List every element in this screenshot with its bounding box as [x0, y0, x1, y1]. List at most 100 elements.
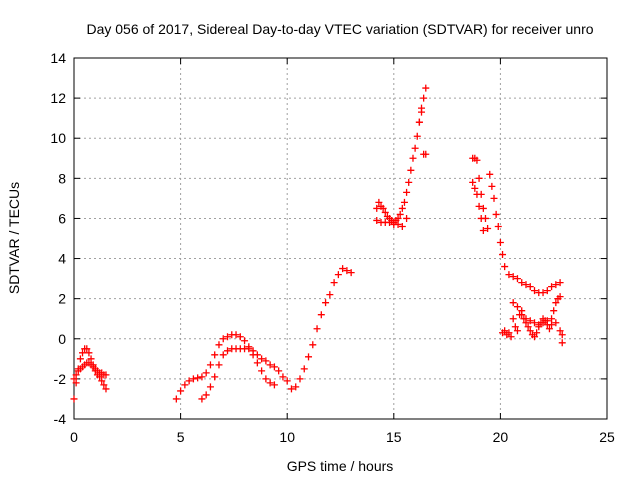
data-point — [539, 319, 547, 327]
data-point — [509, 315, 517, 323]
data-point — [76, 355, 84, 363]
data-point — [202, 369, 210, 377]
data-point — [558, 339, 566, 347]
data-point — [215, 361, 223, 369]
data-point — [296, 375, 304, 383]
data-point — [501, 327, 509, 335]
data-point — [185, 377, 193, 385]
data-point — [484, 224, 492, 232]
data-point — [72, 371, 80, 379]
data-point — [531, 333, 539, 341]
data-point — [479, 204, 487, 212]
series-arc-2 — [287, 265, 355, 393]
data-point — [224, 347, 232, 355]
data-point — [194, 374, 202, 382]
data-point — [305, 353, 313, 361]
data-point — [477, 214, 485, 222]
data-point — [381, 208, 389, 216]
data-point — [98, 377, 106, 385]
data-point — [394, 214, 402, 222]
y-tick-label: -2 — [54, 371, 67, 387]
data-point — [526, 327, 534, 335]
data-point — [548, 283, 556, 291]
data-point — [543, 317, 551, 325]
data-point — [198, 395, 206, 403]
series-arc-4-d — [509, 299, 566, 347]
data-point — [405, 178, 413, 186]
data-point — [262, 375, 270, 383]
data-point — [409, 154, 417, 162]
data-point — [531, 319, 539, 327]
y-tick-label: 4 — [58, 251, 66, 267]
data-point — [492, 210, 500, 218]
data-point — [198, 373, 206, 381]
x-tick-label: 10 — [279, 429, 295, 445]
data-point — [258, 367, 266, 375]
data-point — [407, 166, 415, 174]
data-point — [70, 375, 78, 383]
data-point — [398, 204, 406, 212]
y-axis-label: SDTVAR / TECUs — [6, 182, 22, 294]
data-point — [518, 311, 526, 319]
data-point — [330, 279, 338, 287]
data-point — [539, 289, 547, 297]
data-point — [507, 333, 515, 341]
data-point — [473, 156, 481, 164]
data-point — [224, 333, 232, 341]
chart-title: Day 056 of 2017, Sidereal Day-to-day VTE… — [86, 21, 593, 37]
data-point — [513, 303, 521, 311]
series-arc-4-a — [469, 154, 564, 297]
data-point — [270, 381, 278, 389]
plot-area-border — [73, 57, 608, 420]
axis-ticks: 0 5 10 15 20 25 -4 -2 0 2 4 6 8 10 12 14 — [50, 50, 615, 445]
y-tick-label: 0 — [58, 331, 66, 347]
data-point — [518, 279, 526, 287]
data-point — [70, 395, 78, 403]
grid — [74, 58, 607, 419]
series-arc-3-b — [373, 214, 411, 230]
data-point — [85, 349, 93, 357]
data-point — [72, 379, 80, 387]
data-point — [548, 315, 556, 323]
data-point — [202, 391, 210, 399]
data-point — [211, 373, 219, 381]
data-point — [548, 321, 556, 329]
data-point — [375, 198, 383, 206]
data-point — [253, 359, 261, 367]
data-point — [550, 307, 558, 315]
data-point — [496, 239, 504, 247]
data-point — [535, 321, 543, 329]
data-point — [79, 349, 87, 357]
series-arc-3-a — [373, 84, 430, 226]
data-point — [411, 144, 419, 152]
data-point — [494, 222, 502, 230]
data-point — [245, 345, 253, 353]
y-tick-label: 6 — [58, 210, 66, 226]
data-point — [556, 327, 564, 335]
data-point — [552, 319, 560, 327]
data-point — [471, 184, 479, 192]
data-point — [373, 204, 381, 212]
data-point — [102, 385, 110, 393]
data-point — [422, 84, 430, 92]
data-point — [313, 325, 321, 333]
data-point — [347, 269, 355, 277]
series-arc-4-b — [469, 178, 487, 234]
y-tick-label: 2 — [58, 291, 66, 307]
data-point — [552, 281, 560, 289]
data-point — [522, 281, 530, 289]
data-point — [249, 347, 257, 355]
data-point — [396, 210, 404, 218]
data-point — [418, 108, 426, 116]
series-arc-0-b — [70, 359, 110, 383]
data-point — [253, 351, 261, 359]
data-point — [283, 377, 291, 385]
data-point — [403, 188, 411, 196]
data-point — [206, 361, 214, 369]
data-point — [177, 387, 185, 395]
data-point — [300, 365, 308, 373]
data-point — [558, 331, 566, 339]
data-point — [339, 265, 347, 273]
data-point — [509, 299, 517, 307]
data-point — [326, 291, 334, 299]
